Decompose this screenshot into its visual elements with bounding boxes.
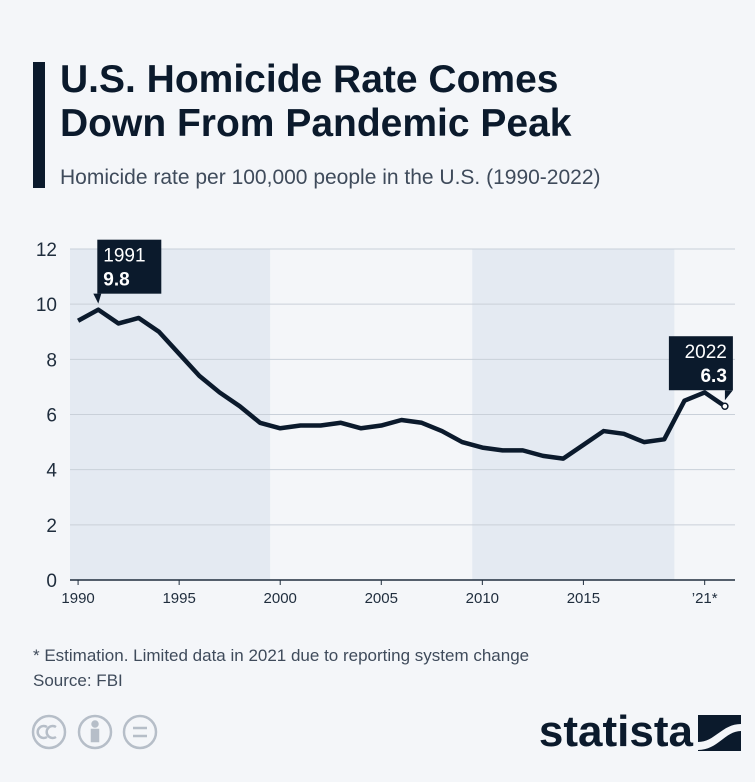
end-marker [721,402,729,410]
title-bar [33,62,45,188]
annotation-pointer [93,293,102,304]
footer: * Estimation. Limited data in 2021 due t… [33,643,529,693]
x-tick-label: 2010 [466,590,499,607]
brand-icon [698,715,741,751]
x-tick-label: 1995 [162,590,195,607]
source: Source: FBI [33,671,123,690]
line-series [77,307,727,461]
annotation-value: 6.3 [700,366,726,387]
annotation-value: 9.8 [103,270,129,291]
y-tick-label: 8 [46,350,57,371]
annotation-year: 1991 [103,246,145,267]
y-tick-label: 6 [46,406,57,427]
y-tick-label: 0 [46,571,57,592]
license-icons [31,714,158,750]
y-tick-label: 4 [46,461,57,482]
annotation-pointer [724,390,733,401]
x-tick-label: ’21* [692,590,718,607]
x-tick-label: 2005 [365,590,398,607]
chart-title: U.S. Homicide Rate Comes Down From Pande… [60,58,572,145]
annotation-box [668,336,733,391]
x-tick-label: 2015 [567,590,600,607]
y-tick-label: 12 [36,240,57,261]
footnote: * Estimation. Limited data in 2021 due t… [33,646,530,665]
brand: statista [539,707,694,756]
x-tick-label: 1990 [61,590,94,607]
annotation-box [97,239,162,294]
x-tick-label: 2000 [264,590,297,607]
y-tick-label: 2 [46,516,57,537]
chart-subtitle: Homicide rate per 100,000 people in the … [60,166,601,189]
y-tick-label: 10 [36,295,57,316]
annotation-year: 2022 [685,342,727,363]
